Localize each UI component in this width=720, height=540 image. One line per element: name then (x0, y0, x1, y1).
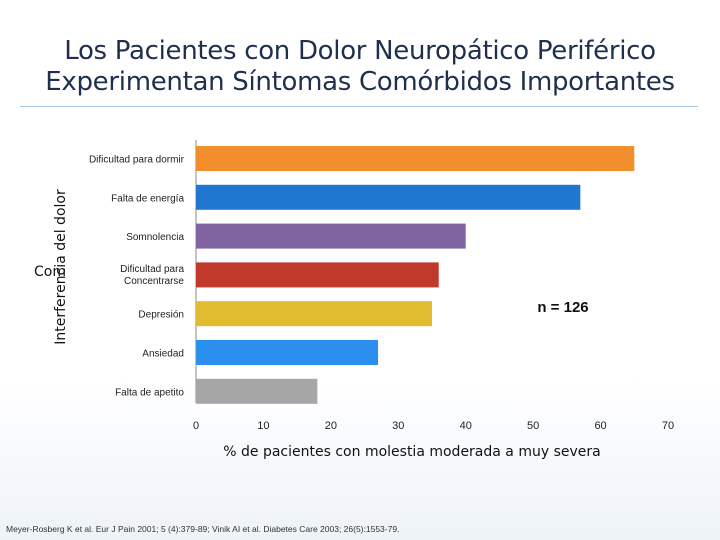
y-axis-title-overlap: Com (34, 264, 66, 280)
category-label-6: Ansiedad (142, 349, 184, 360)
bar-5 (196, 301, 432, 327)
bar-6 (196, 340, 379, 365)
category-label-1: Dificultad para dormir (89, 155, 185, 166)
category-label-4: Dificultad para Concentrarse (120, 264, 184, 287)
sample-size-annotation: n = 126 (537, 299, 588, 316)
x-tick-label-40: 40 (460, 420, 472, 432)
x-tick-label-20: 20 (325, 420, 337, 432)
title-line-1: Los Pacientes con Dolor Neuropático Peri… (64, 36, 656, 66)
x-tick-label-10: 10 (257, 420, 269, 432)
category-label-2: Falta de energía (111, 193, 184, 204)
y-axis-title: Interferencia del dolor (53, 189, 69, 345)
slide-title: Los Pacientes con Dolor Neuropático Peri… (0, 36, 720, 98)
x-tick-label-50: 50 (527, 420, 539, 432)
bar-2 (196, 184, 581, 210)
bars-group (196, 146, 635, 404)
bar-4 (196, 262, 439, 288)
category-label-3: Somnolencia (126, 232, 184, 243)
title-divider (20, 106, 698, 107)
title-line-2: Experimentan Síntomas Comórbidos Importa… (45, 67, 675, 97)
x-tick-label-70: 70 (662, 420, 674, 432)
footnote-citation: Meyer-Rosberg K et al. Eur J Pain 2001; … (6, 524, 400, 534)
bar-3 (196, 223, 466, 249)
x-axis-title: % de pacientes con molestia moderada a m… (223, 444, 600, 460)
x-tick-labels-group: 0 10 20 30 40 50 60 70 (193, 420, 674, 432)
category-labels-group: Dificultad para dormir Falta de energía So… (89, 155, 185, 399)
x-tick-label-60: 60 (594, 420, 606, 432)
category-label-5: Depresión (138, 310, 184, 321)
category-label-7: Falta de apetito (115, 387, 184, 398)
bar-7 (196, 378, 318, 404)
x-tick-label-0: 0 (193, 420, 199, 432)
x-tick-label-30: 30 (392, 420, 404, 432)
bar-1 (196, 146, 635, 171)
